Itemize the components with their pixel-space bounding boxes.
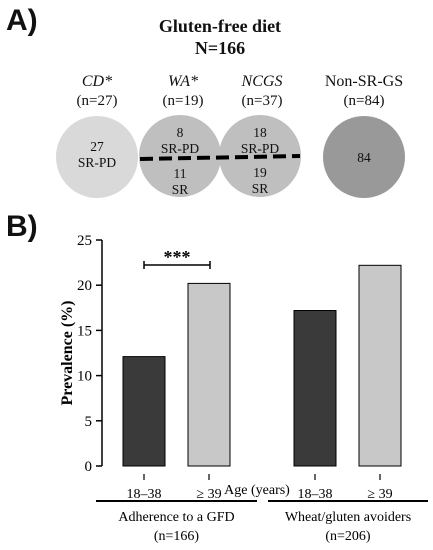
ncgs-sr-label: SR (251, 181, 269, 196)
ncgs-sr-count: 19 (253, 165, 267, 180)
y-tick-label: 5 (85, 414, 93, 430)
group-label: Wheat/gluten avoiders (285, 510, 411, 525)
cd-count: 27 (90, 139, 104, 154)
bar-chart: 0 5 10 15 20 25 Prevalence (%) 18–38 ≥ 39 Adheren… (59, 233, 428, 544)
x-tick-label: ≥ 39 (367, 487, 392, 502)
y-tick-label: 25 (77, 233, 92, 249)
group-name-cd: CD* (81, 73, 113, 90)
panel-a-subtitle: N=166 (194, 38, 246, 58)
bar (358, 264, 402, 467)
y-tick-label: 10 (77, 369, 92, 385)
group-name-ncgs: NCGS (241, 73, 283, 90)
group-n-label: (n=166) (154, 529, 200, 544)
wa-sr-count: 11 (173, 166, 187, 181)
wa-sr-label: SR (171, 182, 189, 197)
bar (187, 282, 231, 467)
panel-a-label: A) (6, 4, 38, 37)
group-name-wa: WA* (168, 73, 198, 90)
group-n-non-sr-gs: (n=84) (343, 93, 385, 109)
y-axis-label: Prevalence (%) (59, 301, 76, 406)
x-tick-label: 18–38 (298, 487, 333, 502)
group-n-wa: (n=19) (162, 93, 204, 109)
cd-label: SR-PD (77, 155, 117, 170)
panel-b-label: B) (6, 210, 38, 243)
bar (122, 356, 166, 467)
y-tick-label: 0 (85, 459, 93, 475)
significance-stars: *** (164, 247, 191, 267)
panel-a-circles (56, 115, 405, 198)
x-tick-label: 18–38 (127, 487, 162, 502)
y-tick-label: 20 (77, 278, 92, 294)
group-n-label: (n=206) (325, 529, 371, 544)
divider-dashed (139, 154, 301, 161)
wa-srpd-label: SR-PD (160, 141, 200, 156)
group-n-ncgs: (n=37) (241, 93, 283, 109)
group-label: Adherence to a GFD (118, 510, 234, 525)
x-axis-label: Age (years) (224, 483, 290, 498)
ncgs-srpd-count: 18 (253, 125, 267, 140)
x-tick-label: ≥ 39 (196, 487, 221, 502)
circle-wa (139, 115, 221, 197)
circle-non-sr-gs (323, 116, 405, 198)
ncgs-srpd-label: SR-PD (240, 141, 280, 156)
group-name-non-sr-gs: Non-SR-GS (324, 73, 404, 90)
bar (293, 310, 337, 467)
panel-a-title: Gluten-free diet (158, 16, 282, 36)
wa-srpd-count: 8 (176, 125, 184, 140)
non-sr-gs-count: 84 (357, 150, 371, 165)
circle-cd (56, 116, 138, 198)
y-tick-label: 15 (77, 323, 92, 339)
group-n-cd: (n=27) (76, 93, 118, 109)
